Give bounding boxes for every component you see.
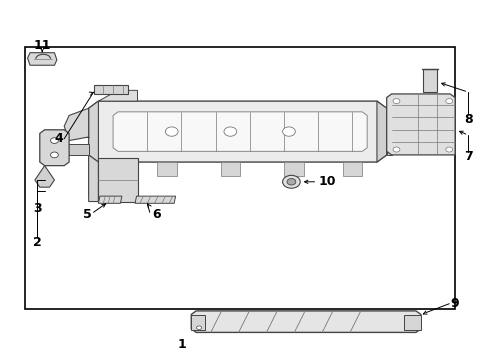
Text: 3: 3 bbox=[33, 202, 42, 215]
Polygon shape bbox=[157, 162, 176, 176]
Text: 6: 6 bbox=[152, 208, 160, 221]
Bar bbox=[423, 69, 437, 92]
Polygon shape bbox=[343, 162, 362, 176]
Polygon shape bbox=[98, 90, 138, 101]
Polygon shape bbox=[220, 162, 240, 176]
Text: 7: 7 bbox=[464, 150, 473, 163]
Circle shape bbox=[446, 147, 453, 152]
Circle shape bbox=[446, 99, 453, 104]
Polygon shape bbox=[98, 196, 122, 203]
Circle shape bbox=[224, 127, 237, 136]
Bar bbox=[98, 158, 138, 202]
Text: 1: 1 bbox=[177, 338, 186, 351]
Text: 8: 8 bbox=[464, 113, 473, 126]
Text: 11: 11 bbox=[33, 39, 51, 52]
Polygon shape bbox=[89, 155, 98, 202]
Polygon shape bbox=[27, 53, 57, 65]
Polygon shape bbox=[64, 144, 89, 155]
Bar bbox=[94, 85, 128, 94]
Circle shape bbox=[50, 138, 58, 143]
Circle shape bbox=[287, 179, 296, 185]
Circle shape bbox=[393, 147, 400, 152]
Polygon shape bbox=[135, 196, 175, 203]
Circle shape bbox=[196, 326, 201, 329]
Polygon shape bbox=[89, 101, 98, 162]
Polygon shape bbox=[35, 166, 54, 187]
Polygon shape bbox=[387, 94, 455, 155]
Polygon shape bbox=[89, 101, 387, 162]
Circle shape bbox=[50, 152, 58, 158]
Bar bbox=[25, 47, 455, 309]
Text: 2: 2 bbox=[33, 236, 42, 249]
Bar bbox=[404, 315, 421, 330]
Polygon shape bbox=[64, 108, 89, 140]
Text: 10: 10 bbox=[318, 175, 336, 188]
Circle shape bbox=[393, 99, 400, 104]
Bar bbox=[191, 315, 205, 330]
Polygon shape bbox=[387, 108, 392, 155]
Circle shape bbox=[283, 175, 300, 188]
Circle shape bbox=[283, 127, 295, 136]
Text: 9: 9 bbox=[450, 297, 459, 310]
Polygon shape bbox=[40, 130, 69, 166]
Circle shape bbox=[165, 127, 178, 136]
Polygon shape bbox=[284, 162, 304, 176]
Polygon shape bbox=[113, 112, 367, 151]
Polygon shape bbox=[89, 155, 98, 202]
Polygon shape bbox=[377, 101, 387, 162]
Polygon shape bbox=[191, 311, 421, 332]
Text: 4: 4 bbox=[54, 132, 63, 145]
Text: 5: 5 bbox=[83, 208, 92, 221]
